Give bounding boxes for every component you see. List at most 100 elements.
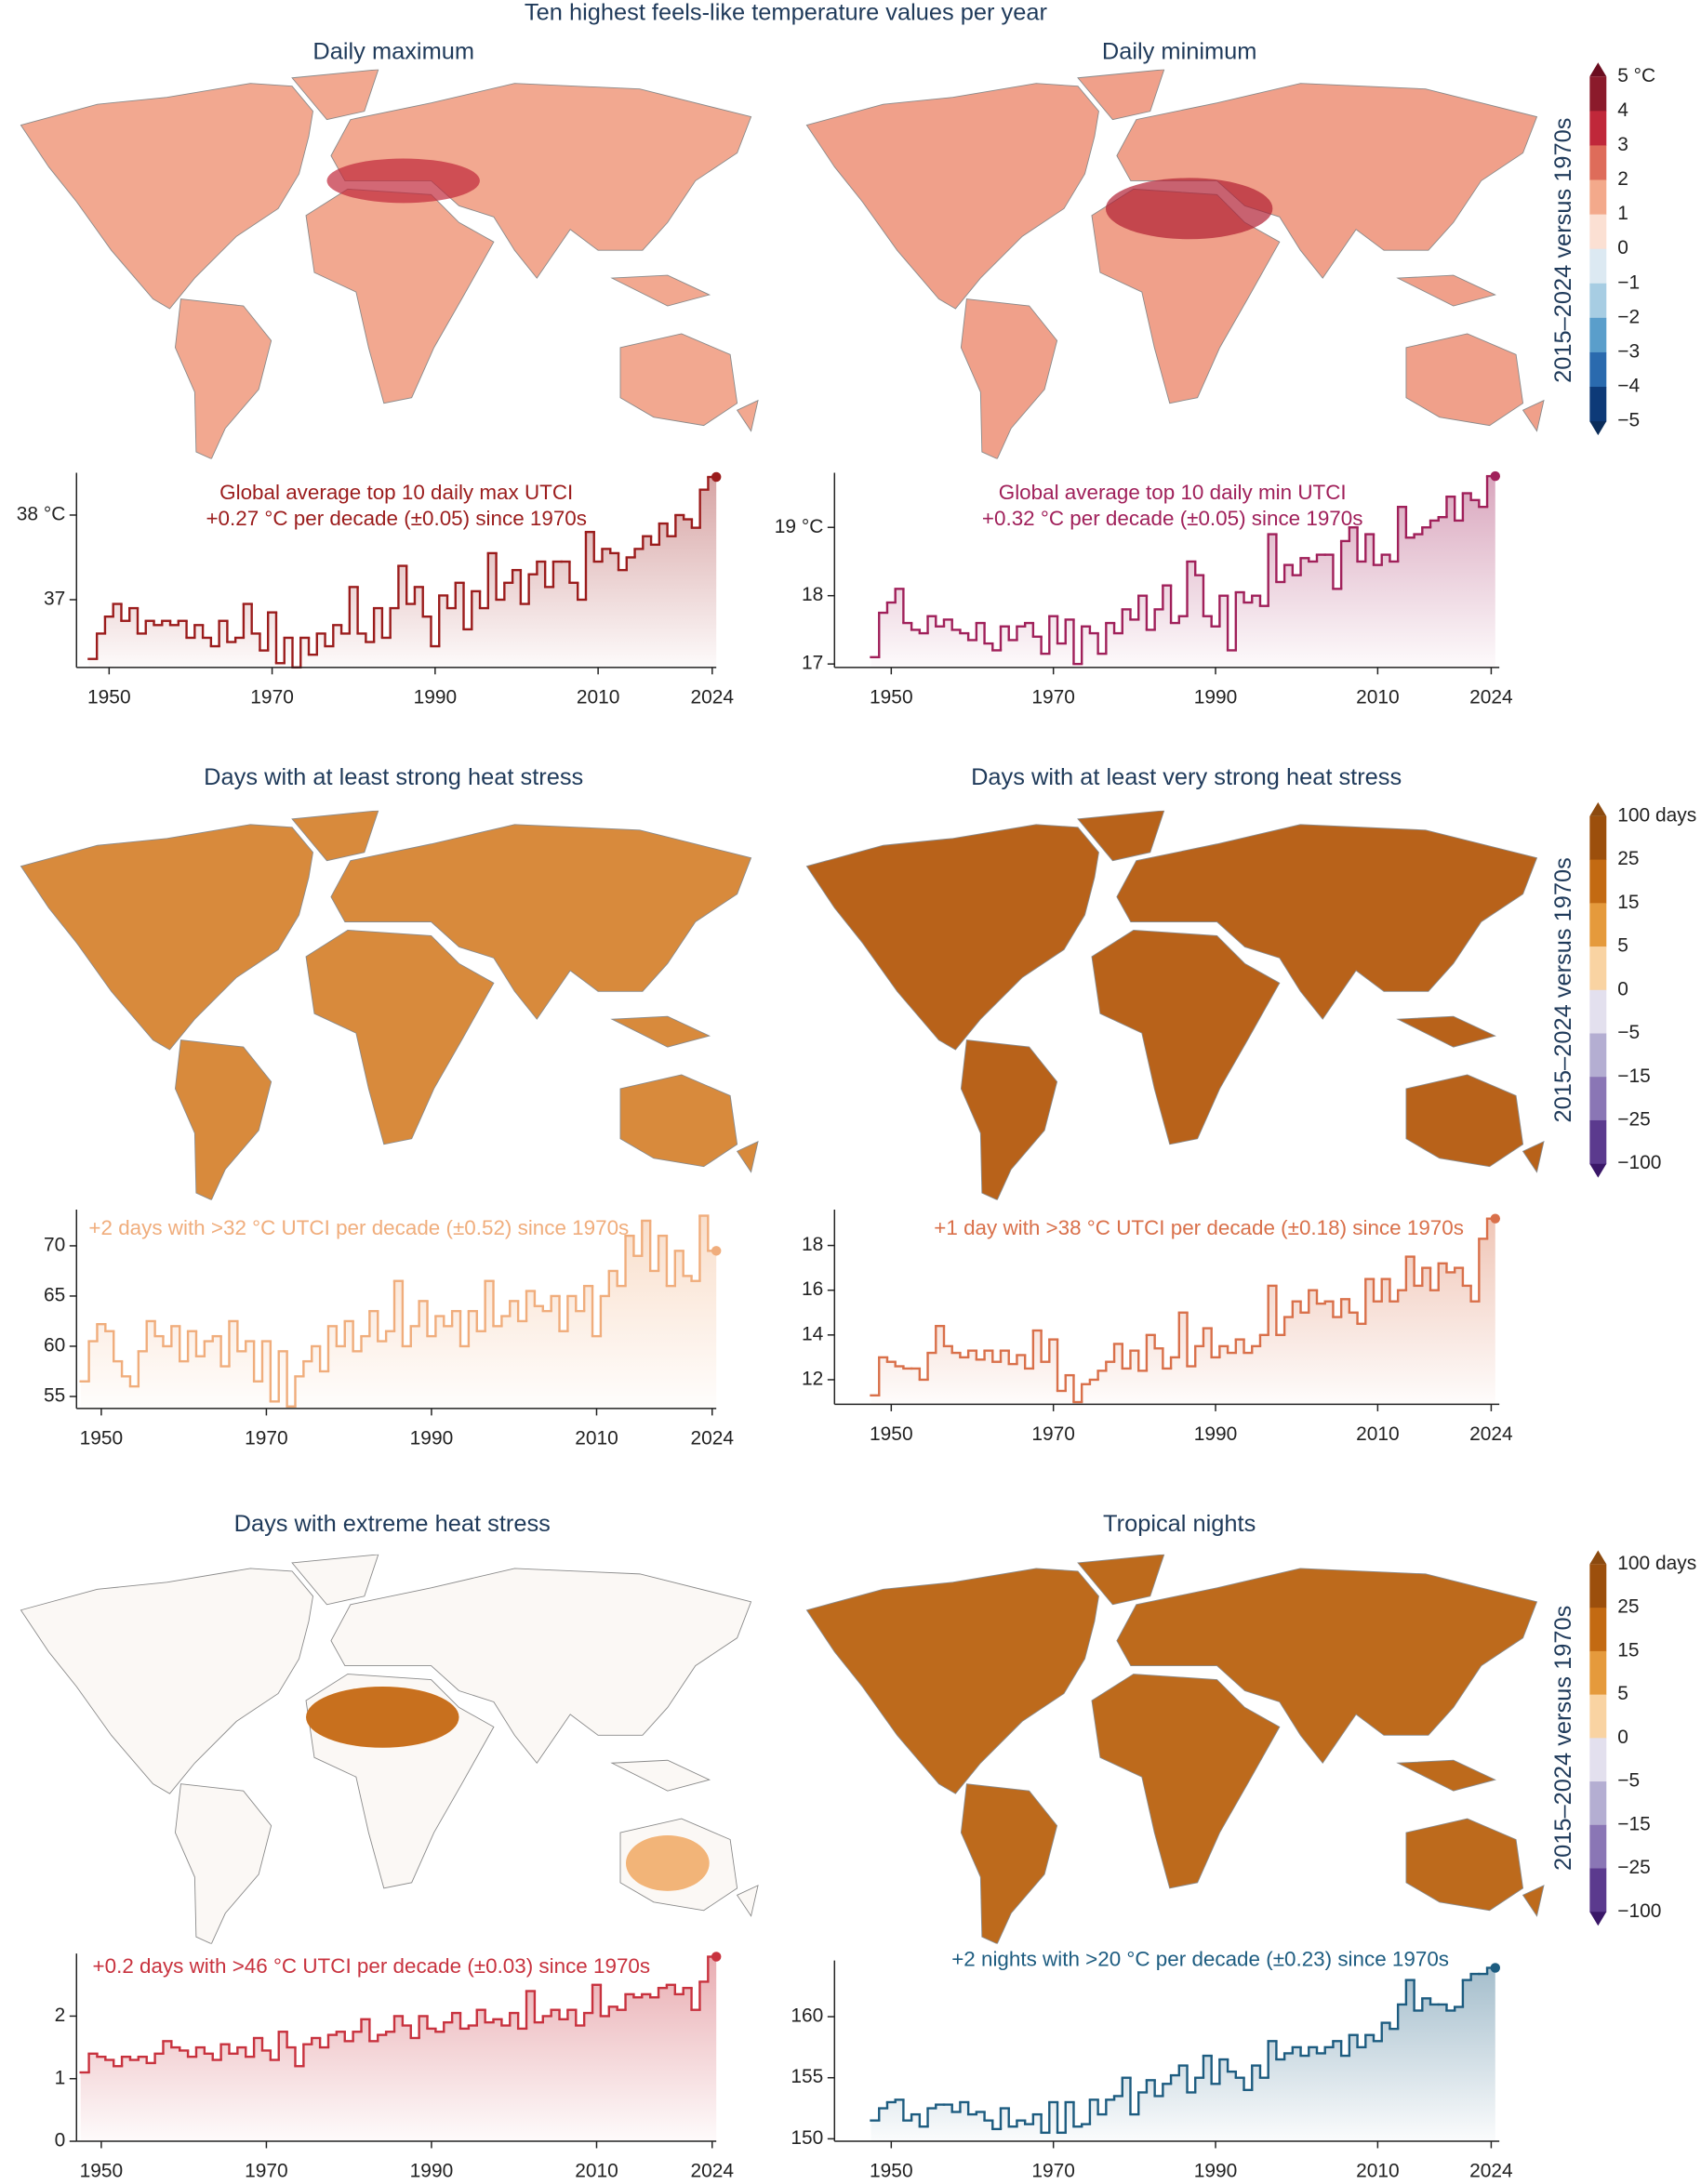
colorbar-swatch xyxy=(1589,351,1607,388)
x-tick-label: 2010 xyxy=(577,686,620,708)
colorbar-tick-label: −3 xyxy=(1617,340,1640,362)
x-tick-label: 1990 xyxy=(1194,1423,1238,1445)
colorbar-tick-label: −4 xyxy=(1617,376,1640,397)
colorbar-tick-label: 0 xyxy=(1617,1727,1628,1748)
y-tick-label: 55 xyxy=(44,1384,65,1406)
x-tick-label: 1990 xyxy=(414,686,458,708)
end-dot xyxy=(711,1246,722,1256)
colorbar-tick-label: 0 xyxy=(1617,978,1628,999)
colorbar-tick-label: −15 xyxy=(1617,1813,1651,1834)
colorbar-tick-label: 25 xyxy=(1617,1596,1639,1618)
x-tick-label: 1970 xyxy=(1031,2160,1075,2179)
colorbar-swatch xyxy=(1589,1033,1607,1078)
step-riser xyxy=(878,476,1489,665)
x-tick-label: 1970 xyxy=(1031,1423,1075,1445)
panel-title: Days with at least very strong heat stre… xyxy=(971,764,1402,790)
colorbar-swatch xyxy=(1589,1738,1607,1782)
colorbar-swatch xyxy=(1589,1119,1607,1165)
colorbar-tick-label: −100 xyxy=(1617,1900,1661,1922)
colorbar-swatch xyxy=(1589,387,1607,422)
map xyxy=(805,1554,1545,1944)
colorbar-swatch xyxy=(1589,76,1607,112)
x-tick-label: 2024 xyxy=(1469,2160,1513,2179)
colorbar-tick-label: 3 xyxy=(1617,134,1628,155)
colorbar-swatch xyxy=(1589,1564,1607,1608)
panel-title: Daily maximum xyxy=(312,39,474,65)
colorbar-swatch xyxy=(1589,1650,1607,1696)
area-fill xyxy=(80,1956,717,2142)
map-hotspot xyxy=(326,158,480,204)
x-tick-label: 2024 xyxy=(1469,1423,1513,1445)
colorbar-tick-label: −5 xyxy=(1617,1770,1640,1792)
x-tick-label: 2010 xyxy=(575,2160,618,2179)
annotation: +2 days with >32 °C UTCI per decade (±0.… xyxy=(88,1216,629,1239)
y-tick-label: 38 °C xyxy=(17,504,66,525)
colorbar-arrow xyxy=(1589,421,1607,436)
panel-title: Tropical nights xyxy=(1103,1511,1256,1537)
area-fill xyxy=(870,1967,1495,2142)
y-tick-label: 60 xyxy=(44,1334,65,1356)
annotation: +1 day with >38 °C UTCI per decade (±0.1… xyxy=(934,1216,1464,1239)
end-dot xyxy=(1490,1213,1501,1224)
colorbar-arrow xyxy=(1589,1163,1607,1178)
annotation: +0.27 °C per decade (±0.05) since 1970s xyxy=(206,507,587,530)
colorbar-tick-label: 25 xyxy=(1617,848,1639,869)
colorbar-swatch xyxy=(1589,946,1607,991)
area-fill xyxy=(870,1218,1495,1405)
x-tick-label: 1950 xyxy=(80,1427,124,1449)
area-fill xyxy=(80,1215,717,1409)
colorbar-tick-label: 5 °C xyxy=(1617,65,1655,86)
y-tick-label: 70 xyxy=(44,1234,65,1255)
colorbar-arrow xyxy=(1589,1912,1607,1926)
colorbar-swatch xyxy=(1589,1781,1607,1826)
map-hotspot xyxy=(625,1835,710,1891)
colorbar-swatch xyxy=(1589,179,1607,216)
x-tick-label: 2010 xyxy=(575,1427,618,1449)
y-tick-label: 18 xyxy=(802,584,823,605)
x-tick-label: 2010 xyxy=(1356,686,1400,708)
end-dot xyxy=(711,1952,722,1962)
colorbar-swatch xyxy=(1589,214,1607,250)
step-riser xyxy=(95,477,710,668)
x-tick-label: 2024 xyxy=(690,2160,734,2179)
map-hotspot xyxy=(306,1687,459,1748)
y-tick-label: 12 xyxy=(802,1368,823,1389)
colorbar-swatch xyxy=(1589,248,1607,285)
x-tick-label: 1950 xyxy=(870,1423,913,1445)
colorbar-tick-label: 0 xyxy=(1617,237,1628,258)
colorbar-tick-label: −25 xyxy=(1617,1857,1651,1878)
colorbar-tick-label: −25 xyxy=(1617,1109,1651,1131)
end-dot xyxy=(711,471,722,483)
map xyxy=(20,810,759,1200)
x-tick-label: 1970 xyxy=(1031,686,1075,708)
y-tick-label: 1 xyxy=(55,2067,66,2088)
y-tick-label: 160 xyxy=(791,2005,823,2027)
maps xyxy=(20,69,1545,1944)
y-tick-label: 16 xyxy=(802,1278,823,1300)
colorbar-arrow xyxy=(1589,1550,1607,1565)
y-tick-label: 19 °C xyxy=(775,516,824,537)
colorbar-swatch xyxy=(1589,111,1607,146)
colorbar-tick-label: 15 xyxy=(1617,892,1639,913)
colorbar-tick-label: 15 xyxy=(1617,1639,1639,1661)
colorbar-tick-label: −100 xyxy=(1617,1152,1661,1173)
y-tick-label: 37 xyxy=(44,589,65,610)
y-tick-label: 2 xyxy=(55,2005,66,2026)
colorbar-swatch xyxy=(1589,859,1607,904)
step-riser xyxy=(87,1956,710,2072)
colorbar-tick-label: 100 days xyxy=(1617,1553,1696,1574)
colorbar-tick-label: 2 xyxy=(1617,168,1628,190)
x-tick-label: 1990 xyxy=(410,1427,454,1449)
y-tick-label: 14 xyxy=(802,1323,824,1344)
colorbar-swatch xyxy=(1589,1077,1607,1121)
y-tick-label: 17 xyxy=(802,653,823,674)
colorbar-swatch xyxy=(1589,815,1607,861)
colorbar-tick-label: −5 xyxy=(1617,1022,1640,1043)
x-tick-label: 1970 xyxy=(245,1427,288,1449)
map-hotspot xyxy=(1105,178,1273,240)
x-tick-label: 2024 xyxy=(691,686,735,708)
x-tick-label: 1970 xyxy=(250,686,294,708)
annotation: +0.2 days with >46 °C UTCI per decade (±… xyxy=(93,1954,651,1978)
colorbar-tick-label: 4 xyxy=(1617,99,1628,121)
